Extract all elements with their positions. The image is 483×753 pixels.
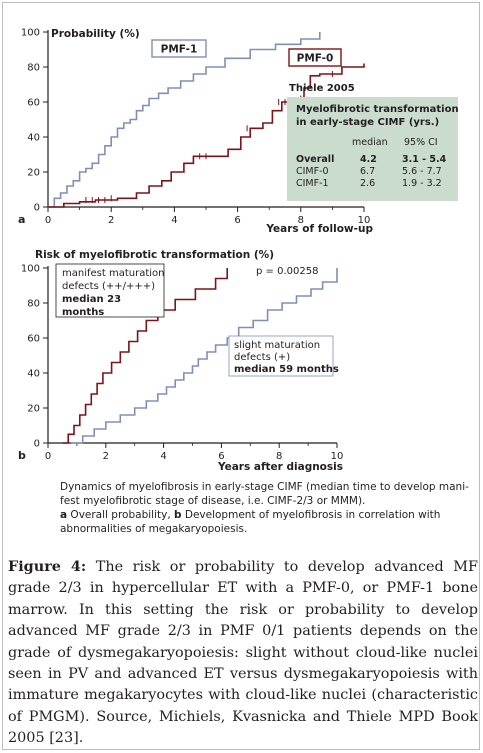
figure-image: 0 20 40 60 80 100 0 2 4 6 8 10 a Probability (%) Years… bbox=[18, 27, 470, 536]
legend-pmf0-box bbox=[288, 48, 342, 67]
y-tick-label: 0 bbox=[34, 203, 40, 214]
legend-pmf0-label: PMF-0 bbox=[297, 53, 334, 65]
panel-b: 0 20 40 60 80 100 0 2 4 6 8 10 b Risk of myelofibroti… bbox=[18, 249, 343, 473]
chart-title: Probability (%) bbox=[51, 28, 140, 40]
p-value-label: p = 0.00258 bbox=[256, 266, 318, 277]
inset-table-bg bbox=[287, 97, 458, 201]
series-line bbox=[48, 63, 365, 208]
inset-row-median: 6.7 bbox=[360, 166, 375, 177]
inset-title-line-1: Myelofibrotic transformation bbox=[296, 104, 459, 115]
x-tick-label: 2 bbox=[108, 215, 114, 226]
x-tick-label: 4 bbox=[160, 451, 166, 462]
manifest-line-2: defects (++/+++) bbox=[62, 281, 155, 292]
y-tick-label: 80 bbox=[27, 63, 40, 74]
inset-row-ci: 5.6 - 7.7 bbox=[402, 166, 442, 177]
caption-body: The risk or probability to develop advan… bbox=[8, 559, 478, 747]
x-tick-label: 10 bbox=[331, 451, 344, 462]
inset-title-line-2: in early-stage CIMF (yrs.) bbox=[296, 117, 439, 128]
caption-letter-b: b bbox=[174, 509, 182, 521]
caption-label: Figure 4: bbox=[8, 558, 87, 575]
y-tick-label: 20 bbox=[27, 404, 40, 415]
x-axis-label: Years after diagnosis bbox=[217, 461, 343, 473]
x-tick-label: 8 bbox=[298, 215, 304, 226]
slight-line-3: median 59 months bbox=[234, 364, 339, 375]
inset-col-median: median bbox=[352, 137, 388, 148]
y-tick-label: 60 bbox=[27, 98, 40, 109]
caption-text-a: Overall probability, bbox=[67, 509, 174, 521]
y-tick-label: 0 bbox=[34, 439, 40, 450]
x-axis-label: Years of follow-up bbox=[265, 223, 373, 235]
legend-pmf1-box bbox=[151, 39, 207, 58]
figure-caption-line-3: a Overall probability, b Development of … bbox=[60, 509, 440, 521]
x-tick-label: 4 bbox=[171, 215, 177, 226]
y-tick-label: 60 bbox=[27, 334, 40, 345]
x-tick-label: 2 bbox=[103, 451, 109, 462]
manifest-line-1: manifest maturation bbox=[62, 268, 165, 279]
series-line bbox=[48, 32, 321, 208]
figure-caption-line-1: Dynamics of myelofibrosis in early-stage… bbox=[60, 481, 469, 493]
y-tick-label: 40 bbox=[27, 369, 40, 380]
article-caption: Figure 4: The risk or probability to dev… bbox=[8, 556, 478, 750]
figure-caption-line-4: abnormalities of megakaryopoiesis. bbox=[60, 523, 247, 535]
inset-row-ci: 3.1 - 5.4 bbox=[402, 154, 447, 165]
x-tick-label: 0 bbox=[45, 451, 51, 462]
x-tick-label: 6 bbox=[234, 215, 240, 226]
inset-row-label: CIMF-0 bbox=[296, 166, 329, 177]
series-line bbox=[62, 268, 228, 444]
manifest-line-3: median 23 bbox=[62, 294, 121, 305]
slight-line-1: slight maturation bbox=[234, 340, 320, 351]
inset-row-label: CIMF-1 bbox=[296, 178, 329, 189]
caption-letter-a: a bbox=[60, 509, 67, 521]
y-tick-label: 40 bbox=[27, 133, 40, 144]
x-tick-label: 8 bbox=[276, 451, 282, 462]
slight-box bbox=[228, 335, 334, 377]
caption-text-b: Development of myelofibrosis in correlat… bbox=[182, 509, 441, 521]
manifest-box bbox=[55, 263, 165, 318]
y-tick-label: 100 bbox=[21, 264, 40, 275]
y-tick-label: 80 bbox=[27, 299, 40, 310]
panel-a: 0 20 40 60 80 100 0 2 4 6 8 10 a Probability (%) Years… bbox=[18, 28, 459, 236]
x-tick-label: 10 bbox=[358, 215, 371, 226]
manifest-line-4: months bbox=[62, 307, 104, 318]
x-tick-label: 6 bbox=[218, 451, 224, 462]
inset-row-median: 4.2 bbox=[360, 154, 377, 165]
series-line bbox=[71, 268, 338, 444]
panel-letter: b bbox=[18, 449, 26, 462]
y-tick-label: 20 bbox=[27, 168, 40, 179]
inset-row-label: Overall bbox=[296, 154, 334, 165]
panel-letter: a bbox=[18, 213, 25, 226]
inset-row-ci: 1.9 - 3.2 bbox=[402, 178, 442, 189]
y-tick-label: 100 bbox=[21, 28, 40, 39]
x-tick-label: 0 bbox=[45, 215, 51, 226]
figure-caption-line-2: fest myelofibrotic stage of disease, i.e… bbox=[60, 495, 365, 507]
legend-pmf1-label: PMF-1 bbox=[161, 44, 198, 56]
inset-row-median: 2.6 bbox=[360, 178, 375, 189]
inset-col-ci: 95% CI bbox=[404, 137, 438, 148]
chart-title: Risk of myelofibrotic transformation (%) bbox=[35, 249, 274, 261]
figure-caption: Dynamics of myelofibrosis in early-stage… bbox=[60, 481, 469, 535]
slight-line-2: defects (+) bbox=[234, 352, 290, 363]
source-label: Thiele 2005 bbox=[289, 83, 355, 94]
